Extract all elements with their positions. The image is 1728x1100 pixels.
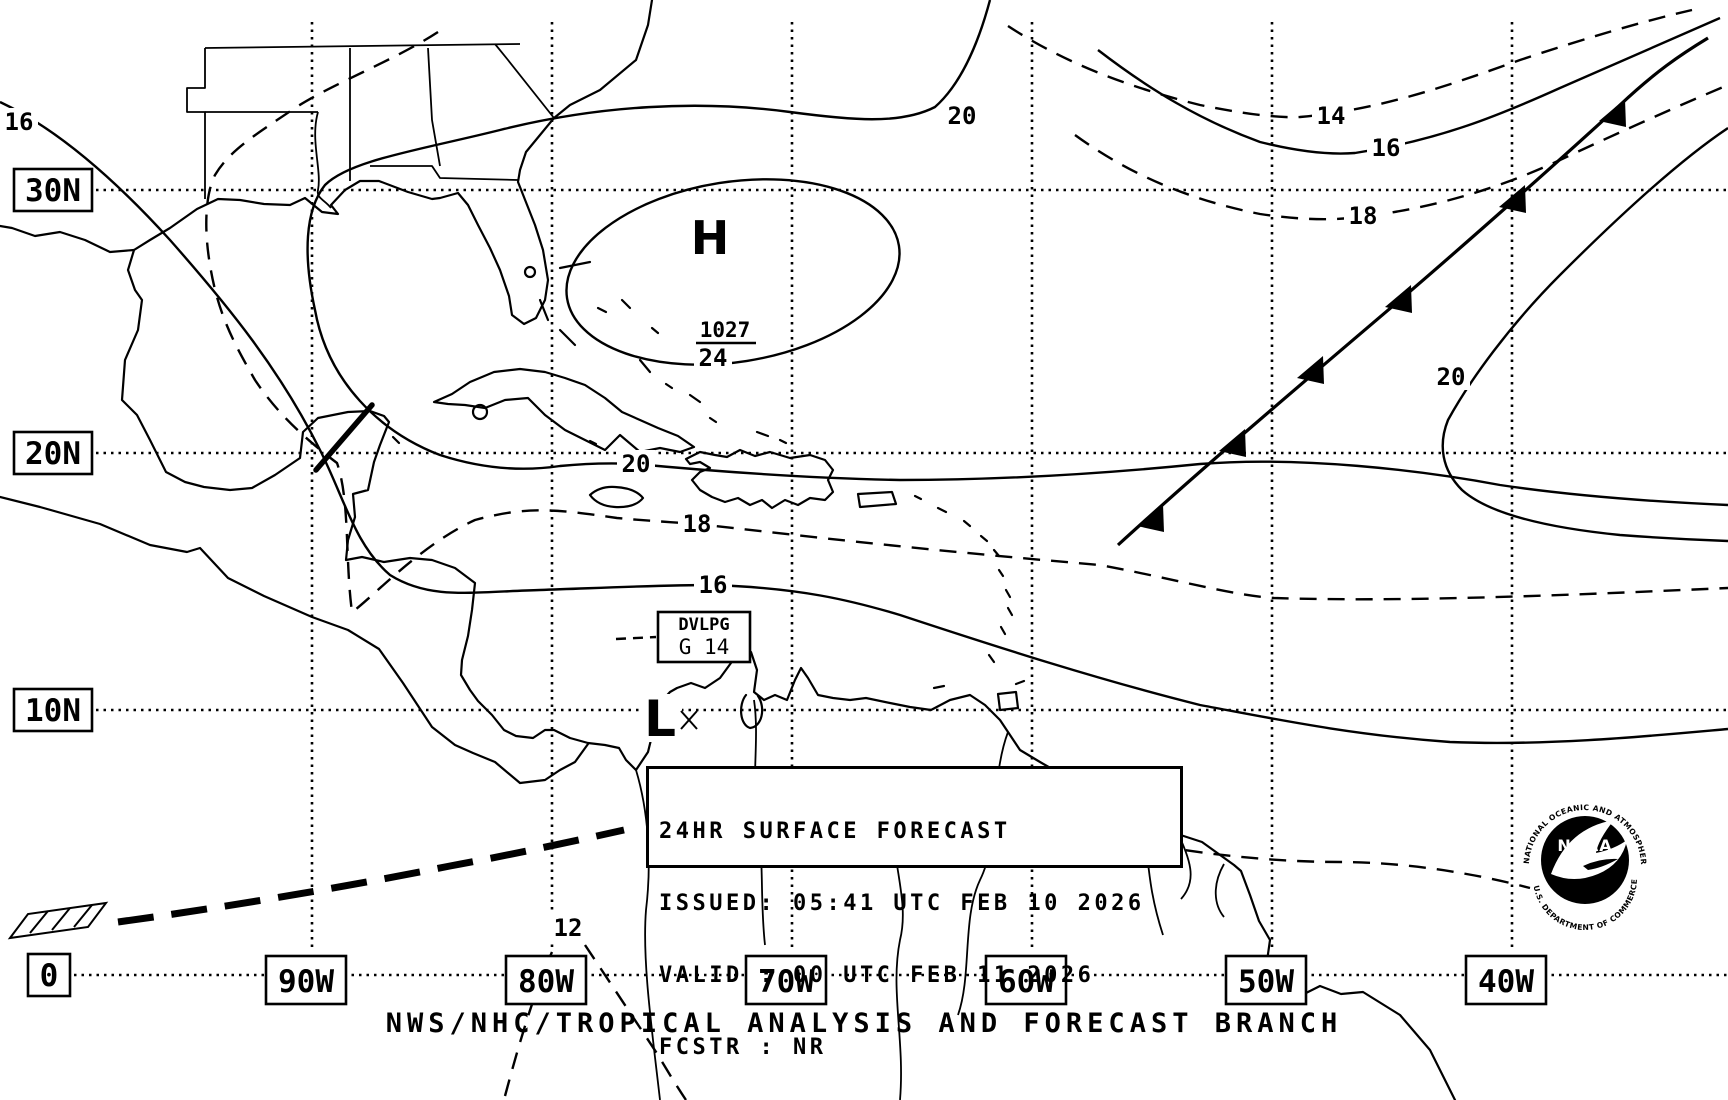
lon-axis-label: 60W	[998, 964, 1054, 1000]
isobar-label-mask	[1432, 363, 1470, 390]
isobar-20-main	[306, 0, 1728, 507]
isobar-label-mask	[1367, 134, 1405, 161]
gale-box-line1: DVLPG	[678, 615, 729, 635]
high-central-pressure: 1027	[700, 318, 751, 342]
lesser-antilles	[913, 494, 1014, 664]
cold-front	[1116, 36, 1709, 547]
isobar-12-south-b	[584, 944, 687, 1100]
low-position-marker	[680, 710, 698, 730]
trough-axis	[313, 402, 375, 473]
forecast-valid: VALID : 00 UTC FEB 11 2026	[659, 963, 1095, 988]
lon-axis-box	[984, 954, 1068, 1006]
lon-axis-label: 80W	[518, 964, 574, 1000]
monsoon-trough	[117, 826, 625, 926]
isobar-label-mask	[0, 108, 38, 135]
isobar-label-mask	[1312, 102, 1350, 129]
lat-axis-box	[26, 952, 72, 998]
isobar-14-southeast	[1157, 844, 1531, 890]
lat-axis-label: 30N	[25, 173, 81, 209]
isobar-label-mask	[694, 344, 732, 371]
isobar-value-label: 20	[948, 102, 977, 130]
isobar-label-mask	[694, 571, 732, 598]
isobar-14-northeast	[1007, 8, 1693, 119]
shear-line-symbol	[7, 901, 109, 940]
isobar-16-northeast	[1097, 16, 1721, 155]
high-pressure-system: H 1027	[688, 211, 758, 345]
lat-axis-label: 20N	[25, 436, 81, 472]
noaa-logo-wordmark: NOAA	[1557, 836, 1612, 855]
lon-axis-label: 90W	[278, 964, 334, 1000]
noaa-logo-top-arc: NATIONAL OCEANIC AND ATMOSPHERIC ADMINIS…	[0, 0, 1648, 865]
forecast-info-box: 24HR SURFACE FORECAST ISSUED: 05:41 UTC …	[646, 766, 1183, 1060]
coastlines	[0, 0, 1457, 1100]
lat-axis-label: 10N	[25, 693, 81, 729]
isobar-value-label: 18	[683, 510, 712, 538]
isobar-value-label: 16	[5, 108, 34, 136]
lon-axis-box	[504, 954, 588, 1006]
lat-axis-label: 0	[40, 958, 59, 994]
isobar-value-label: 20	[622, 450, 651, 478]
isobar-label-mask	[1344, 202, 1382, 229]
isobar-16-west	[0, 100, 1728, 745]
gale-box-line2: G 14	[679, 635, 730, 659]
lon-axis-label: 40W	[1478, 964, 1534, 1000]
lon-axis-box	[1464, 954, 1548, 1006]
lon-axis-box	[1224, 954, 1308, 1006]
low-pressure-system: L	[642, 690, 698, 748]
isobar-value-label: 20	[1437, 363, 1466, 391]
isobar-value-label: 14	[1317, 102, 1346, 130]
isobar-value-label: 16	[1372, 134, 1401, 162]
lon-axis-box	[744, 954, 828, 1006]
forecast-title: 24HR SURFACE FORECAST	[659, 819, 1011, 844]
lat-axis-box	[12, 687, 94, 733]
lat-axis-box	[12, 167, 94, 213]
footer-branch-title: NWS/NHC/TROPICAL ANALYSIS AND FORECAST B…	[385, 1008, 1343, 1039]
isobar-labels: 16 20 14 16 18 20 20 18 16 12 24	[0, 102, 1470, 942]
lon-axis-box	[264, 954, 348, 1006]
low-symbol: L	[644, 690, 676, 748]
lon-axis-label: 70W	[758, 964, 814, 1000]
isobar-20-east-hook	[1441, 127, 1728, 543]
lon-axis-label: 50W	[1238, 964, 1294, 1000]
high-symbol: H	[691, 211, 730, 265]
isobar-24-high-cell	[565, 178, 901, 366]
bahamas-islands	[538, 260, 788, 445]
lat-axis-box	[12, 430, 94, 476]
gale-warning-box: DVLPG G 14	[615, 610, 752, 664]
forecast-issued: ISSUED: 05:41 UTC FEB 10 2026	[659, 891, 1145, 916]
isobar-value-label: 16	[699, 571, 728, 599]
isobar-value-label: 18	[1349, 202, 1378, 230]
isobar-label-mask	[943, 102, 981, 129]
isobar-18-west	[205, 30, 1728, 615]
noaa-logo-bird-icon	[1551, 820, 1627, 879]
isobar-value-label: 12	[554, 914, 583, 942]
isobar-label-mask	[549, 914, 587, 941]
axis-boxes: 30N 20N 10N 0 90W 80W 70W 60W 50W 40W	[12, 167, 1548, 1006]
forecast-forecaster: FCSTR : NR	[659, 1035, 827, 1060]
isobar-label-mask	[617, 450, 655, 477]
isobar-value-label: 24	[699, 344, 728, 372]
isobar-label-mask	[678, 510, 716, 537]
